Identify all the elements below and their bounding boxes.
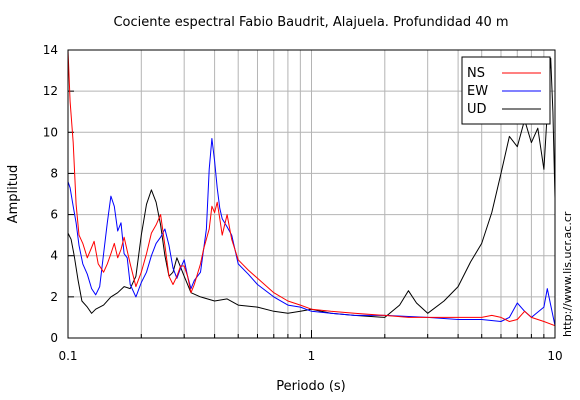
y-tick-label: 4 [50, 249, 58, 263]
y-tick-label: 14 [43, 43, 58, 57]
series-lines [67, 49, 556, 327]
x-tick-label: 10 [547, 349, 562, 363]
tick-labels: 0 2 4 6 8 10 12 14 0.1 1 10 [43, 43, 563, 363]
legend-label-ew: EW [467, 84, 488, 99]
legend-label-ud: UD [467, 102, 487, 117]
series-line-ns [67, 49, 556, 327]
y-tick-label: 2 [50, 290, 58, 304]
legend: NS EW UD [461, 56, 551, 125]
x-tick-label: 0.1 [58, 349, 77, 363]
y-tick-label: 8 [50, 166, 58, 180]
x-axis-label: Periodo (s) [276, 379, 346, 394]
y-tick-label: 10 [43, 125, 58, 139]
y-tick-label: 12 [43, 84, 58, 98]
y-axis-label: Amplitud [6, 165, 21, 224]
plot-frame [67, 49, 556, 339]
x-tick-label: 1 [308, 349, 316, 363]
y-tick-label: 0 [50, 331, 58, 345]
source-url: http://www.lis.ucr.ac.cr [561, 211, 574, 337]
chart-title: Cociente espectral Fabio Baudrit, Alajue… [113, 15, 508, 30]
series-line-ud [67, 57, 556, 318]
y-tick-label: 6 [50, 208, 58, 222]
legend-label-ns: NS [467, 66, 485, 81]
